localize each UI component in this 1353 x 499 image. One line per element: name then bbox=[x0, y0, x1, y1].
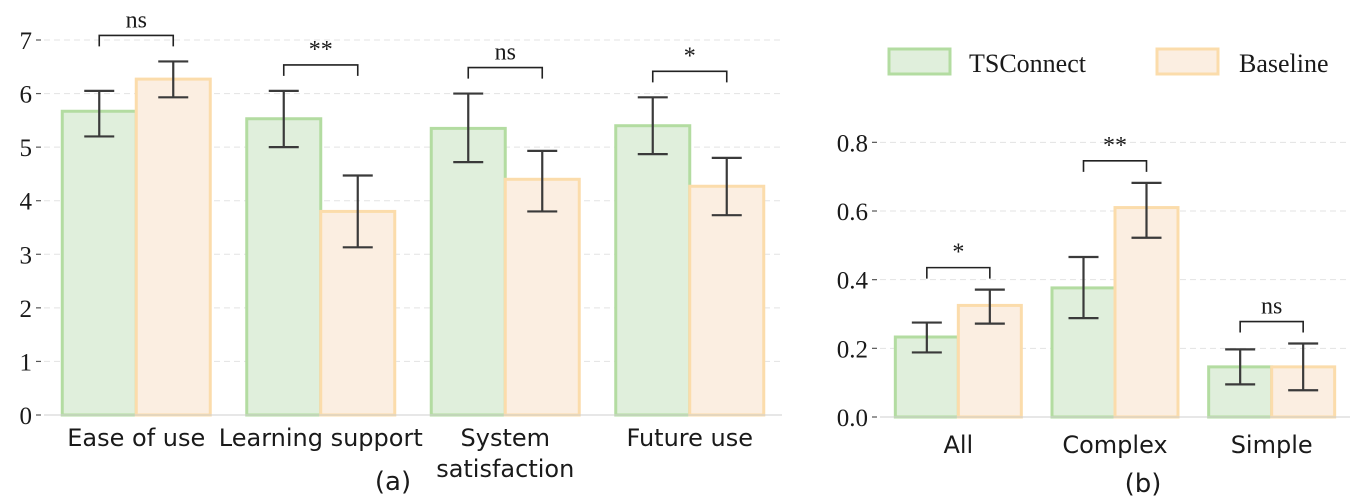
bar-tsconnect-ease-of-use bbox=[60, 109, 138, 417]
significance-bracket bbox=[98, 34, 175, 47]
y-tick-label: 0 bbox=[20, 403, 33, 430]
panel-label: (b) bbox=[1125, 469, 1162, 499]
bar-baseline-system-satisfaction bbox=[503, 177, 581, 417]
panel-label: (a) bbox=[375, 467, 411, 497]
y-tick-label: 1 bbox=[20, 349, 33, 376]
y-tick-label: 0.2 bbox=[837, 336, 868, 363]
bar-baseline-complex bbox=[1113, 206, 1180, 419]
significance-label: * bbox=[952, 240, 964, 266]
bar-tsconnect-learning-support bbox=[245, 117, 323, 417]
y-tick-label: 4 bbox=[20, 189, 33, 216]
bar-baseline-future-use bbox=[688, 184, 766, 417]
legend-swatch-baseline bbox=[1155, 47, 1220, 76]
y-tick-label: 6 bbox=[20, 82, 33, 109]
significance-label: ** bbox=[309, 37, 333, 63]
x-tick-label-simple: Simple bbox=[1231, 431, 1313, 459]
bar-baseline-ease-of-use bbox=[134, 77, 212, 417]
x-tick-label-ease-of-use: Ease of use bbox=[67, 424, 205, 452]
significance-label: ** bbox=[1103, 133, 1127, 159]
y-tick-label: 0.8 bbox=[837, 130, 868, 157]
legend-label-tsconnect: TSConnect bbox=[969, 49, 1087, 78]
x-tick-label-future-use: Future use bbox=[626, 424, 753, 452]
y-tick-label: 3 bbox=[20, 242, 33, 269]
significance-label: ns bbox=[495, 40, 516, 66]
y-tick-label: 5 bbox=[20, 135, 33, 162]
significance-label: ns bbox=[1261, 294, 1282, 320]
legend-label-baseline: Baseline bbox=[1239, 49, 1329, 78]
x-tick-label-system-satisfaction: System satisfaction bbox=[436, 424, 574, 483]
legend-swatch-tsconnect bbox=[887, 47, 952, 76]
legend: TSConnect Baseline bbox=[887, 47, 1329, 78]
significance-bracket bbox=[467, 66, 544, 79]
x-tick-label-learning-support: Learning support bbox=[219, 424, 423, 452]
y-tick-label: 0.4 bbox=[837, 268, 869, 295]
y-tick-label: 7 bbox=[20, 28, 33, 55]
significance-label: ns bbox=[126, 7, 147, 33]
significance-bracket bbox=[282, 64, 359, 76]
y-tick-label: 0.0 bbox=[837, 405, 868, 432]
panel-a-chart: 0 1 2 3 4 5 6 7 ns Ease of use ** Learning support n… bbox=[20, 7, 782, 497]
significance-bracket bbox=[1082, 160, 1148, 172]
significance-label: * bbox=[684, 43, 696, 69]
y-tick-label: 0.6 bbox=[837, 199, 868, 226]
significance-bracket bbox=[1239, 320, 1304, 333]
bar-tsconnect-system-satisfaction bbox=[429, 126, 507, 417]
x-tick-label-complex: Complex bbox=[1062, 431, 1167, 459]
significance-bracket bbox=[651, 70, 728, 83]
x-tick-label-all: All bbox=[943, 431, 973, 459]
y-tick-label: 2 bbox=[20, 296, 33, 323]
panel-b-chart: 0.0 0.2 0.4 0.6 0.8 * All ** Complex ns Simple (b) bbox=[837, 130, 1350, 499]
bar-tsconnect-future-use bbox=[614, 124, 692, 417]
significance-bracket bbox=[926, 266, 991, 279]
